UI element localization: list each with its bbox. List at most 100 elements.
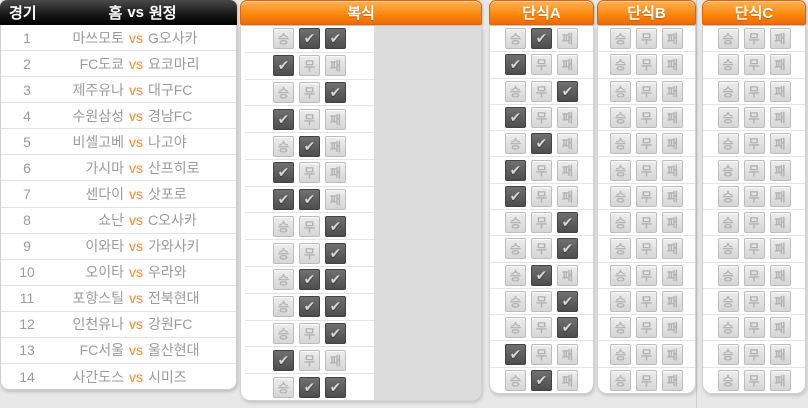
pick-win-checkbox[interactable]: 승 (610, 159, 631, 181)
pick-draw-checkbox[interactable]: 무 (743, 28, 765, 50)
pick-draw-checkbox[interactable]: 무 (636, 317, 657, 339)
pick-draw-checkbox[interactable]: 무 (531, 54, 552, 76)
pick-win-checkbox[interactable]: 승 (273, 376, 294, 398)
pick-lose-checkbox[interactable]: 패 (557, 133, 578, 155)
pick-lose-checkbox-checked[interactable]: ✔ (325, 28, 346, 50)
pick-win-checkbox-checked[interactable]: ✔ (505, 106, 526, 128)
pick-lose-checkbox[interactable]: 패 (662, 343, 683, 365)
pick-win-checkbox[interactable]: 승 (273, 269, 294, 291)
pick-draw-checkbox[interactable]: 무 (636, 238, 657, 260)
pick-lose-checkbox[interactable]: 패 (662, 80, 683, 102)
pick-win-checkbox[interactable]: 승 (505, 290, 526, 312)
pick-draw-checkbox[interactable]: 무 (636, 264, 657, 286)
pick-win-checkbox-checked[interactable]: ✔ (273, 349, 294, 371)
pick-lose-checkbox[interactable]: 패 (769, 290, 791, 312)
pick-draw-checkbox[interactable]: 무 (531, 185, 552, 207)
pick-draw-checkbox[interactable]: 무 (531, 290, 552, 312)
pick-lose-checkbox-checked[interactable]: ✔ (325, 215, 346, 237)
pick-lose-checkbox[interactable]: 패 (557, 343, 578, 365)
pick-lose-checkbox[interactable]: 패 (557, 264, 578, 286)
pick-win-checkbox[interactable]: 승 (610, 264, 631, 286)
pick-draw-checkbox[interactable]: 무 (531, 238, 552, 260)
pick-lose-checkbox[interactable]: 패 (325, 349, 346, 371)
pick-lose-checkbox[interactable]: 패 (769, 343, 791, 365)
pick-lose-checkbox-checked[interactable]: ✔ (557, 290, 578, 312)
pick-win-checkbox[interactable]: 승 (505, 317, 526, 339)
pick-lose-checkbox-checked[interactable]: ✔ (557, 238, 578, 260)
pick-draw-checkbox-checked[interactable]: ✔ (531, 369, 552, 391)
pick-lose-checkbox[interactable]: 패 (769, 54, 791, 76)
pick-draw-checkbox[interactable]: 무 (743, 106, 765, 128)
pick-draw-checkbox[interactable]: 무 (636, 106, 657, 128)
pick-lose-checkbox[interactable]: 패 (662, 317, 683, 339)
pick-draw-checkbox[interactable]: 무 (636, 54, 657, 76)
pick-win-checkbox[interactable]: 승 (610, 343, 631, 365)
pick-win-checkbox[interactable]: 승 (717, 264, 739, 286)
pick-draw-checkbox[interactable]: 무 (299, 108, 320, 130)
pick-draw-checkbox[interactable]: 무 (636, 28, 657, 50)
pick-draw-checkbox-checked[interactable]: ✔ (299, 189, 320, 211)
pick-lose-checkbox-checked[interactable]: ✔ (557, 80, 578, 102)
pick-lose-checkbox[interactable]: 패 (557, 54, 578, 76)
pick-draw-checkbox[interactable]: 무 (299, 162, 320, 184)
pick-lose-checkbox[interactable]: 패 (325, 162, 346, 184)
pick-win-checkbox-checked[interactable]: ✔ (273, 162, 294, 184)
pick-win-checkbox[interactable]: 승 (717, 369, 739, 391)
pick-lose-checkbox[interactable]: 패 (662, 28, 683, 50)
pick-draw-checkbox[interactable]: 무 (743, 317, 765, 339)
pick-draw-checkbox[interactable]: 무 (636, 343, 657, 365)
pick-win-checkbox[interactable]: 승 (505, 238, 526, 260)
pick-win-checkbox-checked[interactable]: ✔ (273, 55, 294, 77)
pick-win-checkbox[interactable]: 승 (717, 106, 739, 128)
pick-lose-checkbox[interactable]: 패 (769, 264, 791, 286)
pick-lose-checkbox[interactable]: 패 (557, 28, 578, 50)
pick-win-checkbox[interactable]: 승 (273, 296, 294, 318)
pick-win-checkbox-checked[interactable]: ✔ (505, 185, 526, 207)
pick-lose-checkbox[interactable]: 패 (769, 80, 791, 102)
pick-lose-checkbox[interactable]: 패 (325, 135, 346, 157)
pick-draw-checkbox[interactable]: 무 (743, 185, 765, 207)
pick-win-checkbox[interactable]: 승 (273, 215, 294, 237)
pick-win-checkbox[interactable]: 승 (717, 28, 739, 50)
pick-draw-checkbox[interactable]: 무 (743, 212, 765, 234)
pick-draw-checkbox[interactable]: 무 (743, 159, 765, 181)
pick-draw-checkbox[interactable]: 무 (299, 81, 320, 103)
pick-win-checkbox[interactable]: 승 (610, 133, 631, 155)
pick-win-checkbox[interactable]: 승 (717, 80, 739, 102)
pick-lose-checkbox[interactable]: 패 (769, 212, 791, 234)
pick-win-checkbox-checked[interactable]: ✔ (505, 159, 526, 181)
pick-draw-checkbox[interactable]: 무 (299, 349, 320, 371)
pick-lose-checkbox[interactable]: 패 (769, 159, 791, 181)
pick-draw-checkbox[interactable]: 무 (743, 80, 765, 102)
pick-draw-checkbox[interactable]: 무 (743, 54, 765, 76)
pick-draw-checkbox[interactable]: 무 (636, 185, 657, 207)
pick-lose-checkbox[interactable]: 패 (662, 238, 683, 260)
pick-win-checkbox[interactable]: 승 (505, 133, 526, 155)
pick-draw-checkbox-checked[interactable]: ✔ (299, 135, 320, 157)
pick-draw-checkbox[interactable]: 무 (636, 80, 657, 102)
pick-lose-checkbox-checked[interactable]: ✔ (325, 296, 346, 318)
pick-win-checkbox[interactable]: 승 (610, 28, 631, 50)
pick-lose-checkbox[interactable]: 패 (662, 264, 683, 286)
pick-draw-checkbox[interactable]: 무 (636, 212, 657, 234)
pick-draw-checkbox[interactable]: 무 (636, 369, 657, 391)
pick-win-checkbox[interactable]: 승 (273, 242, 294, 264)
pick-lose-checkbox[interactable]: 패 (769, 369, 791, 391)
pick-win-checkbox[interactable]: 승 (717, 54, 739, 76)
pick-win-checkbox[interactable]: 승 (505, 264, 526, 286)
pick-draw-checkbox[interactable]: 무 (743, 264, 765, 286)
pick-draw-checkbox[interactable]: 무 (531, 317, 552, 339)
pick-win-checkbox[interactable]: 승 (505, 369, 526, 391)
pick-win-checkbox[interactable]: 승 (273, 28, 294, 50)
pick-win-checkbox[interactable]: 승 (717, 343, 739, 365)
pick-draw-checkbox[interactable]: 무 (743, 290, 765, 312)
pick-win-checkbox[interactable]: 승 (610, 290, 631, 312)
pick-lose-checkbox-checked[interactable]: ✔ (557, 212, 578, 234)
pick-draw-checkbox[interactable]: 무 (636, 159, 657, 181)
pick-draw-checkbox[interactable]: 무 (743, 343, 765, 365)
pick-draw-checkbox[interactable]: 무 (636, 133, 657, 155)
pick-win-checkbox[interactable]: 승 (717, 238, 739, 260)
pick-lose-checkbox[interactable]: 패 (557, 185, 578, 207)
pick-lose-checkbox-checked[interactable]: ✔ (325, 269, 346, 291)
pick-win-checkbox[interactable]: 승 (273, 322, 294, 344)
